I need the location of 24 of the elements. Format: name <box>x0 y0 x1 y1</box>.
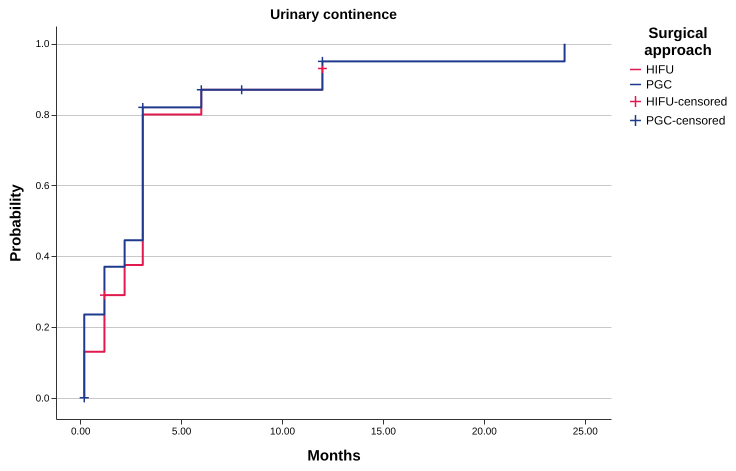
x-tick-label: 20.00 <box>472 426 498 438</box>
y-axis-title: Probability <box>8 184 25 262</box>
point <box>317 56 328 67</box>
chart-title: Urinary continence <box>270 6 398 22</box>
y-tick-label: 1.0 <box>36 39 50 50</box>
point <box>138 102 148 113</box>
y-tick-label: 0.4 <box>36 252 50 263</box>
x-tick-label: 15.00 <box>370 426 396 438</box>
y-tick-label: 0.8 <box>36 110 50 122</box>
legend-title: Surgical approach <box>644 25 712 59</box>
x-tick-label: 10.00 <box>270 426 296 438</box>
legend-label: PGC-censored <box>646 114 726 128</box>
legend-label: HIFU-censored <box>646 94 728 108</box>
x-tick-label: 25.00 <box>572 426 598 438</box>
x-axis-title: Months <box>307 448 361 464</box>
x-tick-label: 5.00 <box>172 426 192 438</box>
x-tick-label: 0.00 <box>70 426 91 438</box>
y-tick-label: 0.2 <box>36 322 50 334</box>
y-tick-label: 0.6 <box>36 180 50 192</box>
point <box>99 290 110 300</box>
y-tick-label: 0.0 <box>36 393 50 404</box>
point <box>317 63 328 74</box>
legend-label: HIFU <box>646 62 674 76</box>
legend-label: PGC <box>646 78 672 92</box>
